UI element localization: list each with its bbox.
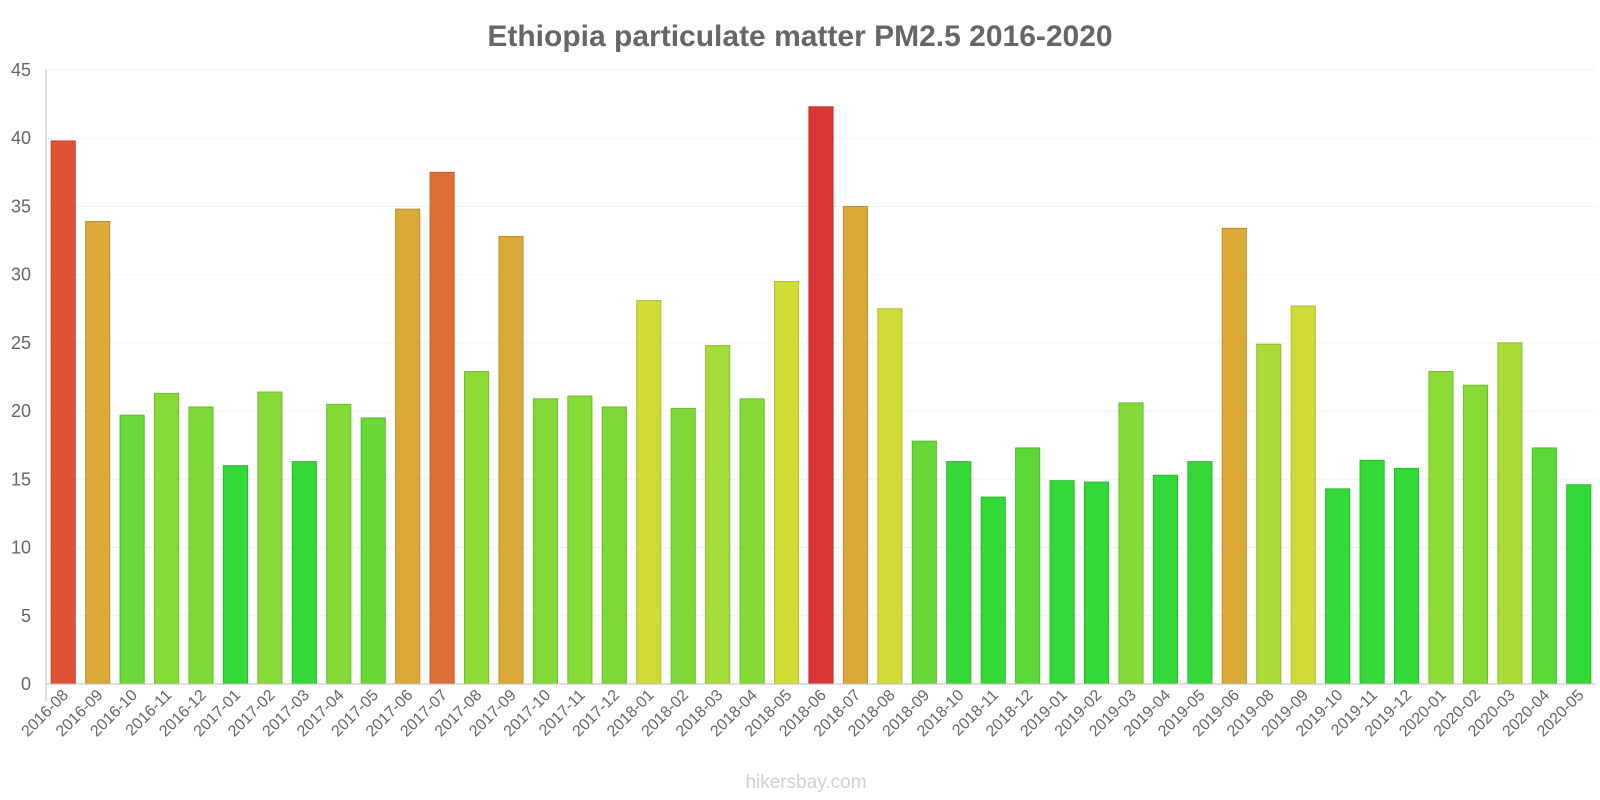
bar-2020-05	[1566, 484, 1592, 685]
bar-2019-05	[1187, 461, 1213, 685]
bar-2017-11	[567, 395, 593, 685]
bar-2017-03	[291, 461, 317, 685]
bar-2017-12	[601, 406, 627, 685]
bar-2018-11	[980, 496, 1006, 685]
bar-2018-09	[911, 440, 937, 685]
bar-2018-07	[842, 205, 869, 685]
bar-2017-05	[360, 417, 386, 685]
bar-2018-05	[774, 280, 800, 685]
bar-2019-12	[1394, 467, 1420, 685]
bar-2016-08	[50, 140, 76, 685]
bar-2020-01	[1428, 371, 1454, 685]
y-tick-label: 0	[21, 674, 31, 694]
bar-2016-09	[85, 220, 111, 685]
bar-2018-12	[1015, 447, 1041, 685]
bar-2019-03	[1118, 402, 1144, 685]
y-axis-ticks: 0 5 10 15 20 25 30 35 40 45	[11, 60, 31, 694]
bar-2017-09	[498, 235, 524, 685]
y-tick-label: 10	[11, 538, 31, 558]
y-tick-label: 5	[21, 606, 31, 626]
x-axis-ticks: 2016-082016-092016-102016-112016-122017-…	[19, 687, 1588, 741]
y-tick-label: 40	[11, 128, 31, 148]
bar-2017-06	[395, 208, 421, 685]
bar-2020-04	[1531, 447, 1557, 685]
y-tick-label: 30	[11, 265, 31, 285]
bar-2019-04	[1152, 474, 1179, 685]
bar-2019-11	[1359, 459, 1385, 685]
bar-2017-01	[222, 465, 248, 685]
bar-2019-09	[1290, 305, 1316, 685]
bar-2020-03	[1497, 342, 1523, 685]
bars	[50, 106, 1592, 685]
y-tick-label: 25	[11, 333, 31, 353]
bar-2016-11	[154, 392, 180, 685]
bar-2016-12	[188, 406, 214, 685]
bar-2018-04	[739, 398, 765, 685]
bar-2018-01	[636, 300, 662, 685]
bar-2019-10	[1325, 488, 1351, 685]
bar-2018-06	[808, 106, 834, 685]
y-tick-label: 45	[11, 60, 31, 80]
bar-2019-08	[1256, 343, 1282, 685]
y-tick-label: 20	[11, 401, 31, 421]
bar-2018-03	[705, 345, 731, 685]
bar-2018-02	[670, 407, 696, 685]
bar-2016-10	[119, 414, 145, 685]
bar-2018-08	[877, 308, 903, 685]
bar-2017-08	[464, 371, 490, 685]
bar-2017-10	[532, 398, 559, 685]
y-tick-label: 35	[11, 196, 31, 216]
bar-2019-02	[1084, 481, 1110, 685]
bar-2019-01	[1049, 480, 1075, 685]
bar-2017-04	[326, 403, 352, 685]
chart-title: Ethiopia particulate matter PM2.5 2016-2…	[487, 20, 1112, 53]
watermark: hikersbay.com	[745, 772, 866, 793]
bar-2017-02	[257, 391, 283, 685]
bar-2018-10	[946, 461, 972, 685]
bar-2019-06	[1221, 227, 1247, 685]
bar-2020-02	[1462, 384, 1489, 685]
y-tick-label: 15	[11, 469, 31, 489]
bar-2017-07	[429, 171, 455, 685]
